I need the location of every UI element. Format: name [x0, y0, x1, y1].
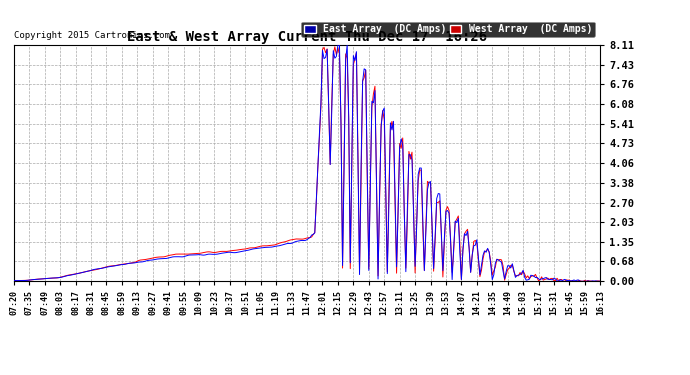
Title: East & West Array Current Thu Dec 17  16:26: East & West Array Current Thu Dec 17 16:… — [127, 30, 487, 44]
Legend: East Array  (DC Amps), West Array  (DC Amps): East Array (DC Amps), West Array (DC Amp… — [301, 21, 595, 38]
Text: Copyright 2015 Cartronics.com: Copyright 2015 Cartronics.com — [14, 31, 170, 40]
